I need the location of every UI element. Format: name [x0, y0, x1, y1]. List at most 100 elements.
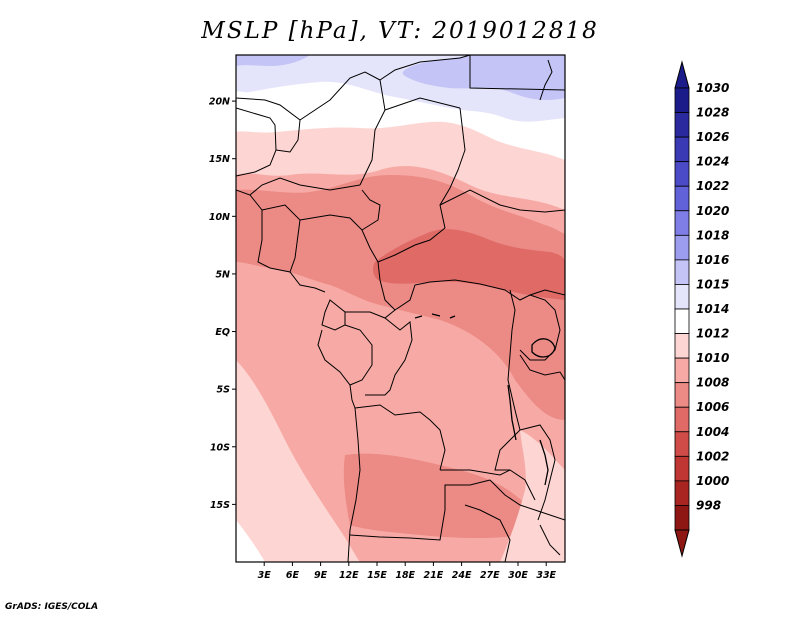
border-angola-namibia	[349, 479, 491, 541]
lake-malawi	[539, 439, 549, 486]
lat-tick-label: 20N	[209, 97, 230, 108]
pressure-band-1016-west	[236, 55, 310, 66]
lat-tick-label: 10N	[209, 212, 230, 223]
border-uganda-kenya	[519, 294, 561, 361]
pressure-band-1012-southwest	[236, 360, 360, 562]
lat-tick-label: 5S	[217, 385, 231, 396]
map-title: MSLP [hPa], VT: 2019012818	[201, 18, 599, 44]
colorbar-label: 1030	[696, 81, 729, 95]
border-sudan	[439, 189, 565, 213]
lakes	[414, 313, 556, 486]
pressure-band-1008-south	[343, 453, 532, 539]
colorbar-swatch	[674, 112, 690, 138]
colorbar-label: 1008	[696, 376, 729, 390]
pressure-band-1006	[373, 229, 565, 300]
border-gabon-congo	[344, 324, 373, 386]
colorbar-swatch	[674, 455, 690, 482]
lon-tick-label: 9E	[314, 570, 328, 581]
colorbar-label: 1004	[696, 425, 729, 439]
lon-tick-label: 30E	[508, 570, 528, 581]
colorbar-label: 1014	[696, 302, 729, 316]
colorbar-swatch	[674, 480, 690, 506]
colorbar-swatch	[674, 234, 690, 261]
colorbar-bottom-arrow	[674, 529, 690, 558]
colorbar-label: 1012	[696, 327, 729, 341]
border-car-drc-north	[377, 261, 565, 311]
coastline-red-sea	[539, 59, 553, 101]
lon-tick-label: 27E	[480, 570, 500, 581]
lon-tick-label: 3E	[258, 570, 272, 581]
colorbar-swatch	[674, 87, 690, 113]
colorbar-swatch	[674, 185, 690, 212]
lat-tick-label: 15N	[209, 154, 230, 165]
colorbar-swatch	[674, 406, 690, 433]
pressure-field	[236, 55, 565, 562]
border-chad-car	[377, 227, 446, 263]
colorbar-swatch	[674, 431, 690, 457]
colorbar-swatch	[674, 259, 690, 285]
lat-tick-label: 10S	[210, 442, 230, 453]
colorbar-label: 1022	[696, 179, 729, 193]
colorbar-label: 1000	[696, 474, 729, 488]
plot-frame	[235, 54, 566, 563]
colorbar-label: 1002	[696, 449, 729, 463]
colorbar: 1030 1028 1026 1024 1022 1020 1018 1016 1015 1014…	[674, 60, 729, 558]
pressure-band-1014-south	[236, 520, 265, 562]
border-chad-east	[439, 107, 466, 229]
lat-tick-label: 15S	[210, 500, 230, 511]
border-egypt-sudan	[469, 55, 565, 91]
colorbar-label: 1018	[696, 228, 729, 242]
colorbar-label: 1024	[696, 155, 729, 169]
border-mozambique	[539, 524, 561, 556]
colorbar-swatch	[674, 161, 690, 187]
lon-tick-label: 18E	[395, 570, 415, 581]
grads-credit: GrADS: IGES/COLA	[5, 602, 99, 612]
lake-tanganyika	[507, 384, 517, 441]
lat-tick-label: EQ	[215, 327, 230, 338]
colorbar-label: 1010	[696, 351, 729, 365]
lat-tick-label: 5N	[215, 269, 230, 280]
coastline-angola	[347, 407, 361, 562]
border-zambia-zimbabwe	[489, 479, 565, 521]
border-malawi	[519, 424, 556, 521]
colorbar-label: 1015	[696, 277, 729, 291]
colorbar-label: 1006	[696, 400, 729, 414]
border-lake-chad	[361, 189, 381, 231]
pressure-band-1008	[236, 175, 565, 420]
colorbar-swatch	[674, 382, 690, 408]
colorbar-swatch	[674, 210, 690, 236]
latitude-axis: 20N 15N 10N 5N EQ 5S 10S 15S	[209, 97, 236, 511]
colorbar-label: 1026	[696, 130, 729, 144]
colorbar-swatch	[674, 333, 690, 359]
colorbar-label: 1016	[696, 253, 729, 267]
colorbar-swatch	[674, 505, 690, 531]
lon-tick-label: 12E	[339, 570, 359, 581]
lon-tick-label: 6E	[286, 570, 300, 581]
colorbar-top-arrow	[674, 60, 690, 89]
colorbar-label: 1020	[696, 204, 729, 218]
colorbar-swatch	[674, 136, 690, 163]
lon-tick-label: 33E	[536, 570, 556, 581]
lon-tick-label: 24E	[452, 570, 472, 581]
river-marks	[414, 313, 456, 319]
colorbar-swatch	[674, 284, 690, 310]
coastline-gabon	[317, 329, 356, 409]
border-angola-zambia	[440, 469, 511, 476]
border-botswana	[464, 504, 511, 562]
border-niger-south	[249, 177, 361, 196]
colorbar-swatch	[674, 357, 690, 384]
border-cameroon-congo	[345, 309, 396, 319]
lon-tick-label: 15E	[367, 570, 387, 581]
border-congo-drc	[365, 317, 413, 396]
longitude-axis: 3E 6E 9E 12E 15E 18E 21E 24E 27E 30E 33E	[258, 562, 557, 581]
coastline-west-africa	[236, 189, 326, 293]
colorbar-label: 1028	[696, 106, 729, 120]
border-chad-north	[384, 97, 461, 111]
country-borders	[236, 55, 565, 562]
border-tanzania-north	[519, 354, 565, 381]
border-nigeria-north	[299, 214, 379, 263]
colorbar-label: 998	[696, 498, 721, 512]
border-drc-angola	[354, 404, 446, 471]
border-libya-south	[379, 55, 471, 81]
